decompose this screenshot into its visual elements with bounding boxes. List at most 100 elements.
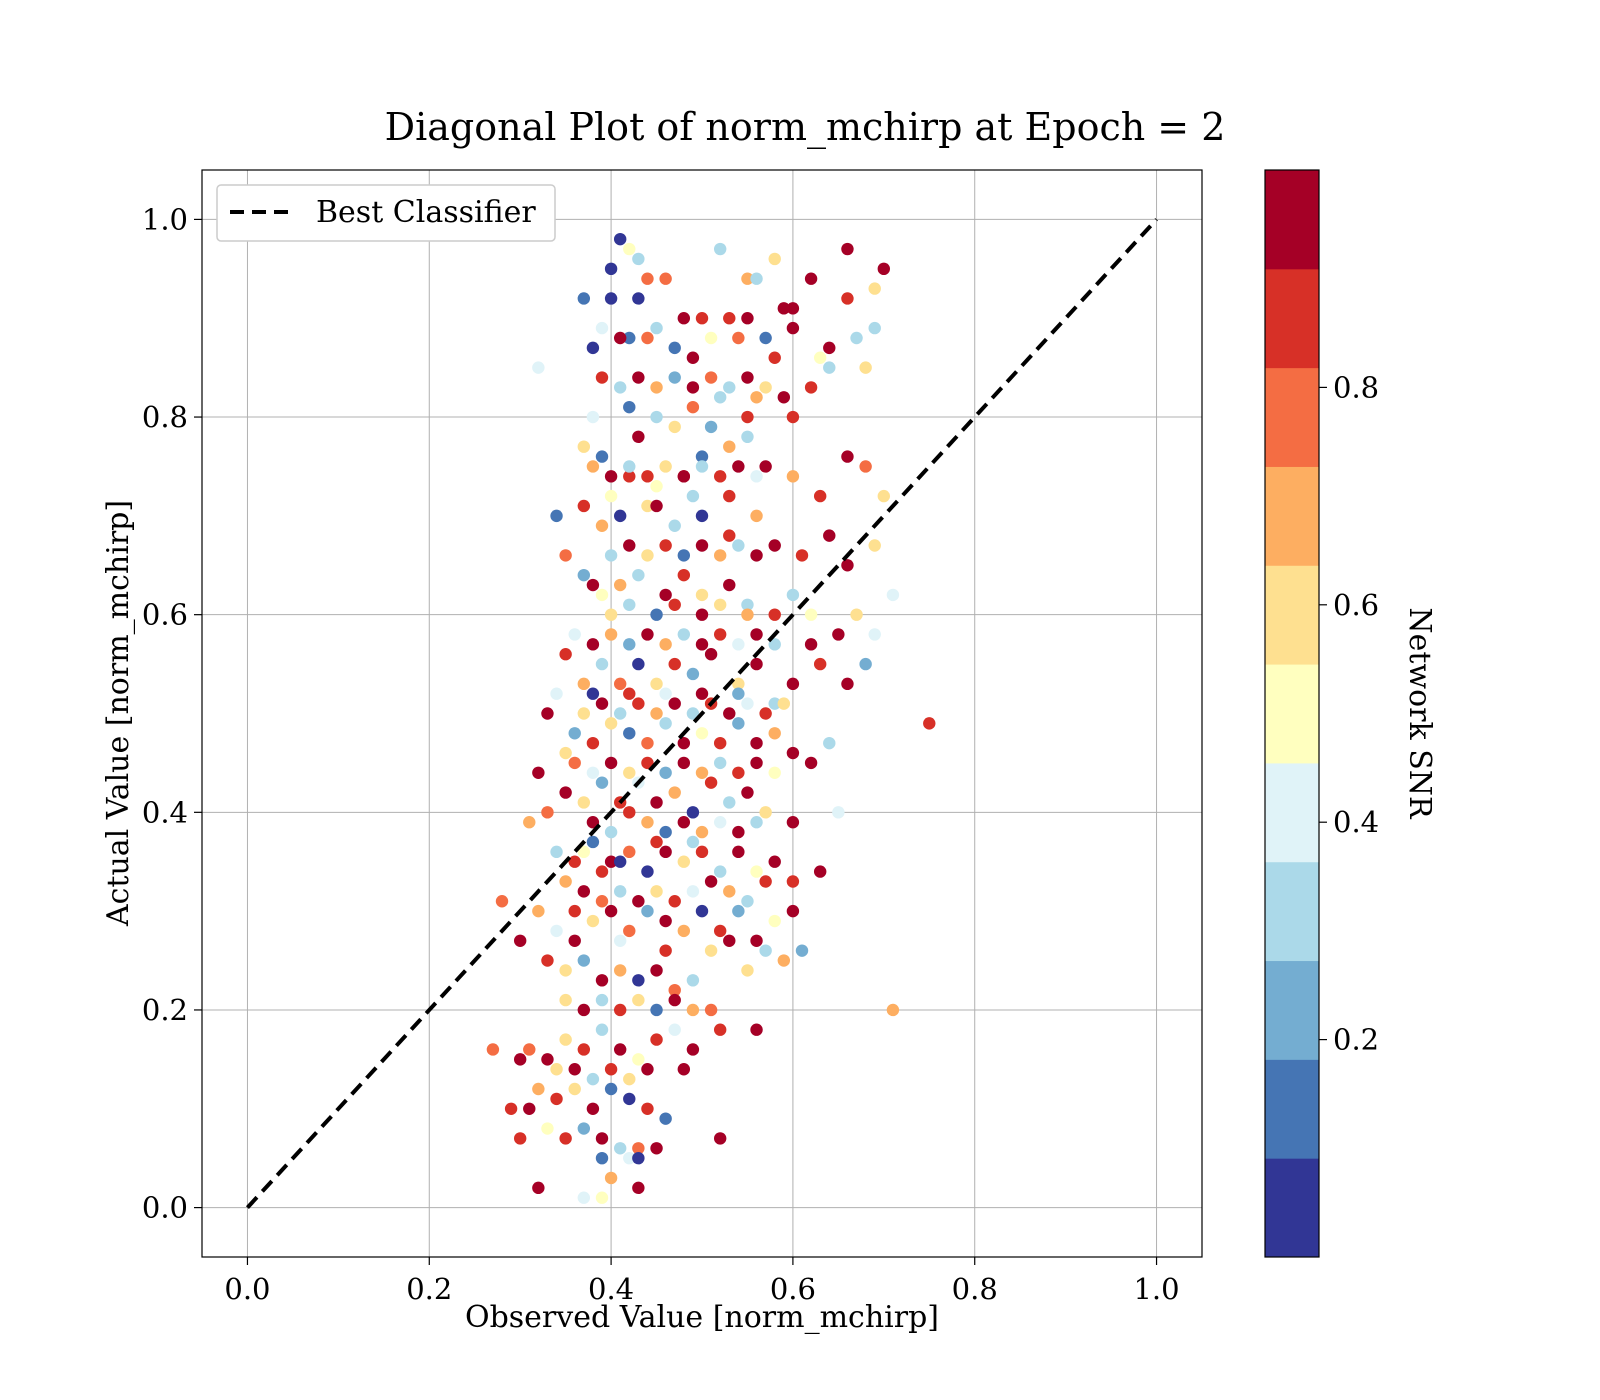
- y-tick-label: 0.0: [142, 1191, 188, 1225]
- scatter-point: [541, 1122, 554, 1135]
- scatter-point: [668, 1023, 681, 1036]
- scatter-point: [704, 1003, 718, 1017]
- scatter-point: [623, 766, 636, 779]
- scatter-point: [541, 806, 554, 819]
- scatter-point: [659, 460, 672, 473]
- scatter-point: [859, 460, 872, 473]
- scatter-point: [677, 855, 691, 868]
- scatter-point: [650, 796, 663, 809]
- colorbar-segment: [1265, 664, 1319, 764]
- scatter-point: [732, 638, 745, 651]
- scatter-point: [650, 410, 663, 424]
- scatter-point: [832, 806, 845, 819]
- scatter-point: [750, 272, 763, 285]
- y-axis-label: Actual Value [norm_mchirp]: [101, 500, 136, 927]
- scatter-point: [795, 944, 809, 957]
- scatter-point: [886, 1003, 900, 1017]
- scatter-point: [641, 331, 654, 345]
- scatter-point: [841, 559, 854, 572]
- y-tick-label: 0.6: [142, 598, 188, 632]
- scatter-point: [868, 321, 881, 335]
- scatter-point: [786, 677, 800, 691]
- scatter-point: [768, 351, 781, 364]
- scatter-point: [668, 371, 681, 384]
- scatter-point: [568, 756, 581, 770]
- scatter-point: [641, 628, 654, 641]
- scatter-point: [741, 371, 754, 384]
- scatter-point: [741, 895, 754, 908]
- scatter-point: [623, 242, 636, 256]
- scatter-point: [741, 312, 754, 325]
- scatter-point: [823, 529, 836, 542]
- scatter-point: [550, 687, 563, 700]
- scatter-point: [532, 904, 545, 918]
- scatter-point: [641, 1063, 654, 1076]
- scatter-point: [532, 1181, 545, 1195]
- scatter-point: [695, 509, 709, 523]
- scatter-point: [759, 331, 772, 345]
- scatter-point: [886, 588, 900, 602]
- scatter-point: [623, 1072, 636, 1086]
- scatter-point: [750, 470, 763, 483]
- scatter-point: [550, 845, 563, 859]
- scatter-point: [677, 1063, 691, 1076]
- scatter-point: [686, 835, 700, 849]
- scatter-point: [768, 608, 781, 621]
- scatter-point: [604, 608, 618, 621]
- scatter-point: [704, 648, 718, 661]
- scatter-point: [586, 914, 600, 928]
- scatter-point: [713, 816, 727, 829]
- scatter-point: [604, 1063, 618, 1076]
- scatter-point: [804, 756, 818, 770]
- scatter-point: [613, 707, 627, 720]
- scatter-point: [786, 904, 800, 918]
- scatter-point: [613, 885, 627, 898]
- scatter-point: [677, 816, 691, 829]
- y-axis-ticks: 0.0 0.2 0.4 0.6 0.8 1.0: [142, 202, 202, 1225]
- scatter-point: [713, 756, 727, 770]
- scatter-point: [750, 865, 763, 878]
- chart-title: Diagonal Plot of norm_mchirp at Epoch = …: [385, 105, 1226, 150]
- scatter-point: [577, 677, 591, 691]
- scatter-point: [577, 1122, 591, 1135]
- scatter-point: [577, 845, 591, 859]
- y-tick-label: 0.4: [142, 795, 188, 829]
- scatter-point: [859, 657, 872, 671]
- scatter-point: [623, 1092, 636, 1106]
- scatter-point: [768, 252, 781, 266]
- scatter-point: [813, 657, 827, 671]
- scatter-point: [632, 371, 645, 384]
- scatter-point: [704, 371, 718, 384]
- scatter-point: [677, 549, 691, 562]
- scatter-point: [568, 1063, 581, 1076]
- scatter-point: [577, 292, 591, 305]
- scatter-point: [841, 450, 854, 463]
- scatter-point: [559, 1033, 572, 1046]
- scatter-point: [586, 341, 600, 355]
- scatter-point: [632, 252, 645, 266]
- scatter-point: [595, 450, 609, 463]
- scatter-point: [613, 677, 627, 691]
- scatter-point: [695, 608, 709, 621]
- scatter-point: [695, 312, 709, 325]
- scatter-point: [613, 381, 627, 394]
- scatter-point: [786, 588, 800, 602]
- scatter-point: [677, 756, 691, 770]
- scatter-point: [532, 361, 545, 374]
- scatter-point: [704, 875, 718, 888]
- scatter-point: [577, 954, 591, 967]
- scatter-point: [768, 539, 781, 552]
- scatter-point: [632, 568, 645, 582]
- scatter-point: [741, 410, 754, 424]
- scatter-point: [604, 1171, 618, 1185]
- scatter-point: [668, 786, 681, 799]
- scatter-point: [577, 1043, 591, 1056]
- scatter-point: [604, 717, 618, 730]
- x-tick-label: 0.0: [224, 1272, 270, 1306]
- scatter-point: [686, 1003, 700, 1017]
- scatter-point: [595, 1191, 609, 1204]
- scatter-point: [859, 361, 872, 374]
- scatter-point: [786, 746, 800, 760]
- scatter-point: [813, 489, 827, 503]
- scatter-point: [568, 727, 581, 740]
